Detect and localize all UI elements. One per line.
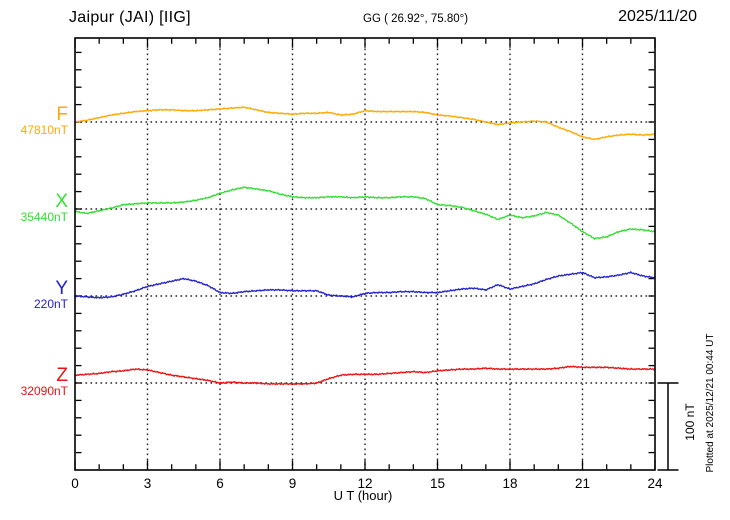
- series-line-F: [74, 105, 656, 141]
- series-label-X: X: [55, 191, 68, 212]
- x-tick-label: 24: [647, 476, 663, 491]
- station-title: Jaipur (JAI) [IIG]: [69, 9, 191, 26]
- scale-bar: [657, 382, 679, 471]
- series-line-X: [74, 186, 656, 240]
- y-ticks: [75, 51, 655, 454]
- x-tick-label: 18: [502, 476, 517, 491]
- series-baselines: [75, 121, 655, 384]
- series-baseline-Z: 32090nT: [20, 384, 68, 398]
- x-tick-label: 3: [144, 476, 152, 491]
- series-label-F: F: [56, 104, 68, 125]
- plotted-at-note: Plotted at 2025/12/21 00:44 UT: [705, 333, 716, 473]
- gridlines: [146, 38, 584, 470]
- series-baseline-Y: 220nT: [33, 297, 68, 311]
- x-tick-label: 12: [357, 476, 372, 491]
- series-baseline-F: 47810nT: [20, 123, 68, 137]
- series-line-Z: [74, 365, 656, 386]
- observation-date: 2025/11/20: [618, 8, 697, 25]
- x-tick-labels: 0 3 6 9 12 15 18 21 24: [71, 476, 663, 491]
- x-ticks: [74, 38, 656, 470]
- x-tick-label: 9: [289, 476, 297, 491]
- geographic-coordinates: GG ( 26.92°, 75.80°): [363, 13, 469, 25]
- series-baseline-X: 35440nT: [20, 210, 68, 224]
- plot-frame: [74, 37, 656, 471]
- x-tick-label: 0: [71, 476, 79, 491]
- x-tick-label: 21: [575, 476, 590, 491]
- series-line-Y: [74, 271, 656, 299]
- x-tick-label: 6: [216, 476, 224, 491]
- scale-bar-label: 100 nT: [683, 403, 697, 441]
- series-label-Y: Y: [55, 278, 68, 299]
- x-axis-title: U T (hour): [333, 488, 393, 503]
- x-tick-label: 15: [430, 476, 445, 491]
- series-label-Z: Z: [56, 365, 68, 386]
